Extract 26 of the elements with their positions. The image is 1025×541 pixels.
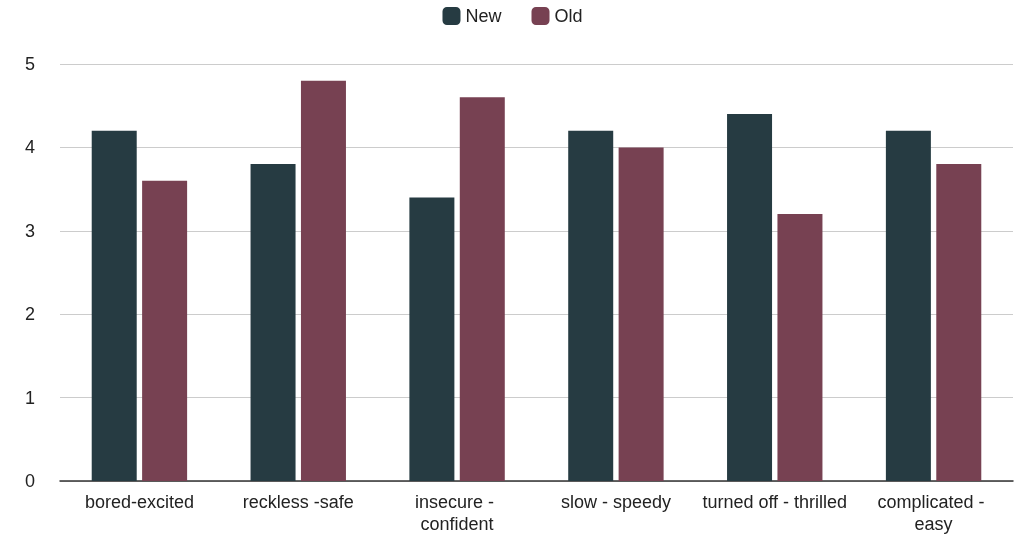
y-tick-label: 0 — [24, 471, 35, 491]
bar — [777, 214, 823, 481]
bar — [142, 180, 188, 481]
bar — [250, 164, 296, 481]
bar — [568, 130, 614, 481]
x-tick-label: complicated - easy — [877, 492, 990, 534]
x-tick-label: slow - speedy — [560, 492, 671, 512]
y-tick-label: 4 — [24, 137, 35, 158]
bar — [936, 164, 982, 481]
y-tick-label: 5 — [24, 54, 35, 74]
bar — [618, 147, 664, 481]
bar — [459, 97, 505, 481]
bar — [300, 80, 346, 481]
x-tick-label: reckless -safe — [242, 492, 354, 512]
y-tick-label: 1 — [24, 387, 35, 408]
bar — [409, 197, 455, 481]
y-tick-label: 3 — [24, 220, 35, 241]
bar — [727, 114, 773, 481]
x-tick-label: bored-excited — [84, 492, 194, 512]
bar — [91, 130, 137, 481]
legend-label: New — [465, 6, 503, 26]
y-tick-label: 2 — [24, 304, 35, 325]
legend-label: Old — [554, 6, 583, 26]
x-tick-label: insecure - confident — [415, 492, 500, 534]
bar — [885, 130, 931, 481]
x-tick-label: turned off - thrilled — [702, 492, 848, 512]
